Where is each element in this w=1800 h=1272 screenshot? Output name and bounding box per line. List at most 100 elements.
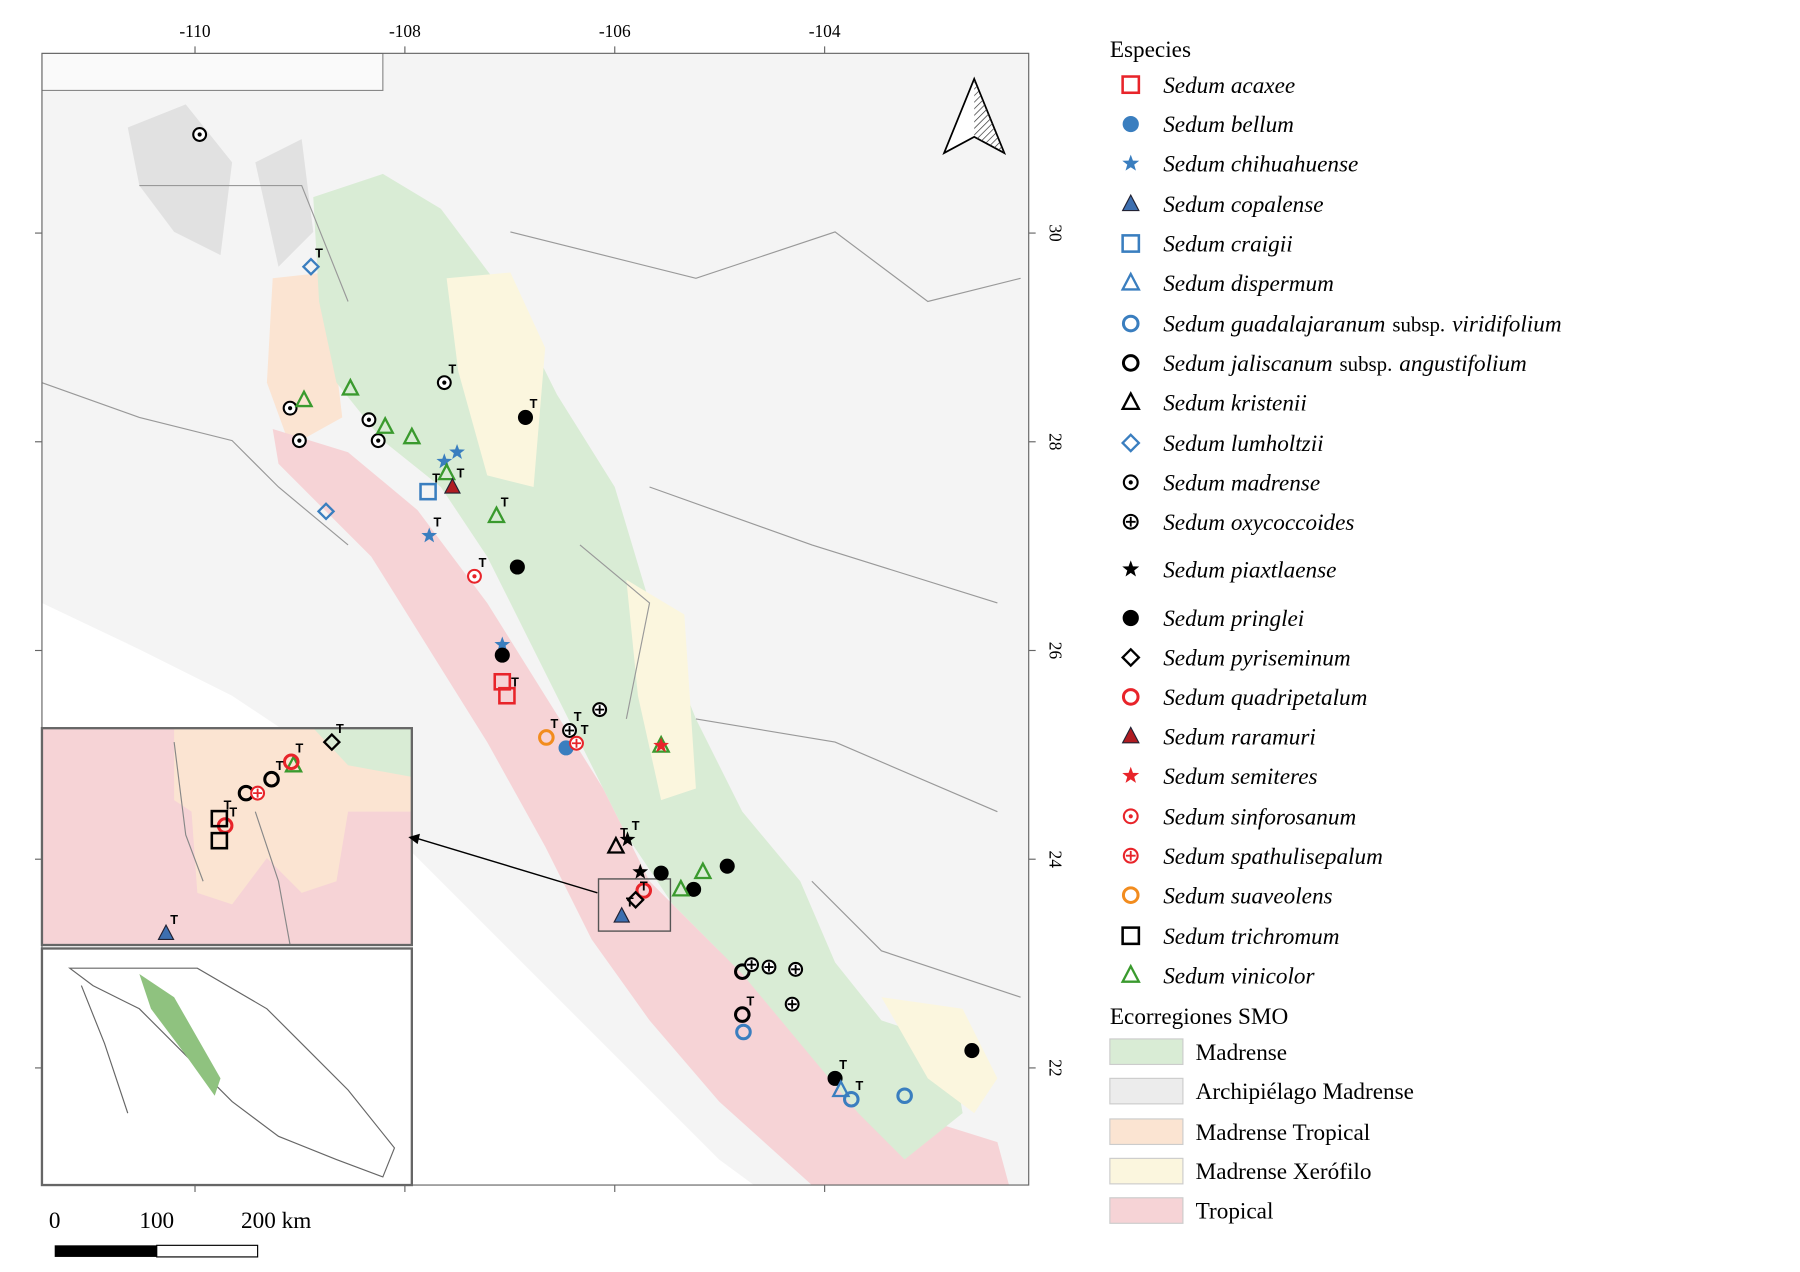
legend-label: Sedum oxycoccoides bbox=[1163, 510, 1354, 536]
species-name: Sedum chihuahuense bbox=[1163, 152, 1358, 178]
legend-label: Sedum lumholtzii bbox=[1163, 431, 1323, 457]
marker-dot bbox=[376, 438, 381, 443]
rank: subsp. bbox=[1340, 352, 1393, 376]
legend-swatch bbox=[1109, 1038, 1184, 1066]
marker bbox=[653, 865, 669, 881]
marker-dot bbox=[288, 406, 293, 411]
legend-label: Sedum chihuahuense bbox=[1163, 152, 1358, 178]
scale-bar bbox=[54, 1245, 157, 1257]
marker bbox=[831, 1079, 851, 1098]
marker bbox=[671, 878, 691, 897]
marker bbox=[210, 809, 229, 828]
legend-label: Sedum copalense bbox=[1163, 192, 1323, 218]
marker bbox=[1121, 926, 1141, 946]
species-name: Sedum trichromum bbox=[1163, 924, 1339, 950]
legend-label: Sedum trichromum bbox=[1163, 924, 1339, 950]
marker bbox=[653, 737, 670, 753]
marker bbox=[843, 1090, 860, 1108]
marker bbox=[735, 1023, 752, 1041]
marker bbox=[1122, 154, 1140, 171]
right-tick-label: 24 bbox=[1046, 851, 1065, 869]
marker bbox=[509, 559, 525, 575]
marker bbox=[361, 412, 377, 428]
type-label: T bbox=[229, 804, 237, 819]
rank: subsp. bbox=[1392, 313, 1445, 337]
marker bbox=[494, 636, 511, 652]
legend-label: Sedum suaveolens bbox=[1163, 883, 1332, 909]
species-name: Sedum oxycoccoides bbox=[1163, 510, 1354, 536]
marker bbox=[1122, 513, 1139, 530]
species-name: Sedum madrense bbox=[1163, 470, 1320, 496]
marker bbox=[632, 863, 649, 879]
marker-dot bbox=[1128, 480, 1133, 485]
marker bbox=[436, 375, 452, 391]
marker bbox=[157, 923, 175, 941]
type-label: T bbox=[224, 797, 232, 812]
species-name: Sedum jaliscanum bbox=[1163, 351, 1332, 377]
species-name: Sedum sinforosanum bbox=[1163, 804, 1356, 830]
marker-cross bbox=[764, 962, 774, 972]
infra-name: angustifolium bbox=[1399, 351, 1527, 377]
marker bbox=[635, 882, 653, 899]
right-tick-label: 28 bbox=[1046, 433, 1065, 451]
marker bbox=[896, 1087, 913, 1105]
marker bbox=[626, 890, 645, 909]
species-name: Sedum raramuri bbox=[1163, 724, 1316, 750]
type-label: T bbox=[839, 1057, 847, 1072]
type-label: T bbox=[315, 245, 323, 260]
legend-label: Sedum jaliscanum subsp. angustifolium bbox=[1163, 351, 1527, 377]
legend-label: Sedum craigii bbox=[1163, 232, 1292, 258]
type-label: T bbox=[336, 721, 344, 736]
species-name: Sedum vinicolor bbox=[1163, 963, 1315, 989]
type-label: T bbox=[295, 741, 303, 756]
marker-dot bbox=[197, 132, 202, 137]
marker bbox=[744, 957, 760, 973]
marker bbox=[538, 729, 555, 746]
marker bbox=[517, 409, 534, 425]
right-tick-label: 26 bbox=[1046, 642, 1065, 660]
top-tick-label: -104 bbox=[809, 22, 841, 41]
infra-name: viridifolium bbox=[1452, 312, 1562, 338]
marker bbox=[294, 389, 314, 408]
marker bbox=[964, 1042, 980, 1059]
marker bbox=[1121, 75, 1141, 95]
marker bbox=[340, 377, 360, 396]
top-tick-label: -106 bbox=[599, 22, 631, 41]
marker bbox=[569, 735, 584, 751]
species-name: Sedum bellum bbox=[1163, 112, 1294, 138]
marker bbox=[613, 906, 631, 923]
right-tick-label: 22 bbox=[1046, 1059, 1065, 1076]
legend-label: Madrense Xerófilo bbox=[1196, 1159, 1372, 1185]
inset-mexico bbox=[41, 948, 412, 1186]
marker bbox=[1120, 433, 1141, 453]
marker bbox=[1122, 115, 1139, 133]
species-name: Sedum spathulisepalum bbox=[1163, 844, 1383, 870]
type-label: T bbox=[449, 361, 457, 376]
marker-dot bbox=[297, 438, 302, 443]
legend-label: Sedum quadripetalum bbox=[1163, 685, 1367, 711]
marker-cross bbox=[791, 964, 801, 974]
inset-zoom bbox=[41, 728, 412, 946]
legend-label: Sedum piaxtlaense bbox=[1163, 557, 1336, 583]
map-frame bbox=[41, 52, 1030, 1186]
marker bbox=[619, 831, 636, 847]
marker bbox=[402, 426, 422, 445]
type-label: T bbox=[856, 1078, 864, 1093]
scale-bar bbox=[156, 1244, 259, 1258]
legend-label: Sedum semiteres bbox=[1163, 764, 1317, 790]
marker bbox=[827, 1070, 843, 1086]
type-label: T bbox=[530, 396, 538, 411]
type-label: T bbox=[501, 495, 509, 510]
legend-label: Sedum pringlei bbox=[1163, 606, 1304, 632]
marker bbox=[436, 453, 453, 469]
legend-label: Sedum spathulisepalum bbox=[1163, 844, 1383, 870]
marker bbox=[1122, 847, 1139, 864]
species-name: Sedum pyriseminum bbox=[1163, 646, 1350, 672]
species-name: Sedum craigii bbox=[1163, 232, 1292, 258]
marker bbox=[1121, 234, 1141, 253]
marker bbox=[788, 961, 804, 977]
marker bbox=[291, 433, 307, 449]
marker-cross bbox=[747, 960, 757, 970]
marker bbox=[443, 477, 461, 494]
species-name: Sedum dispermum bbox=[1163, 271, 1334, 297]
